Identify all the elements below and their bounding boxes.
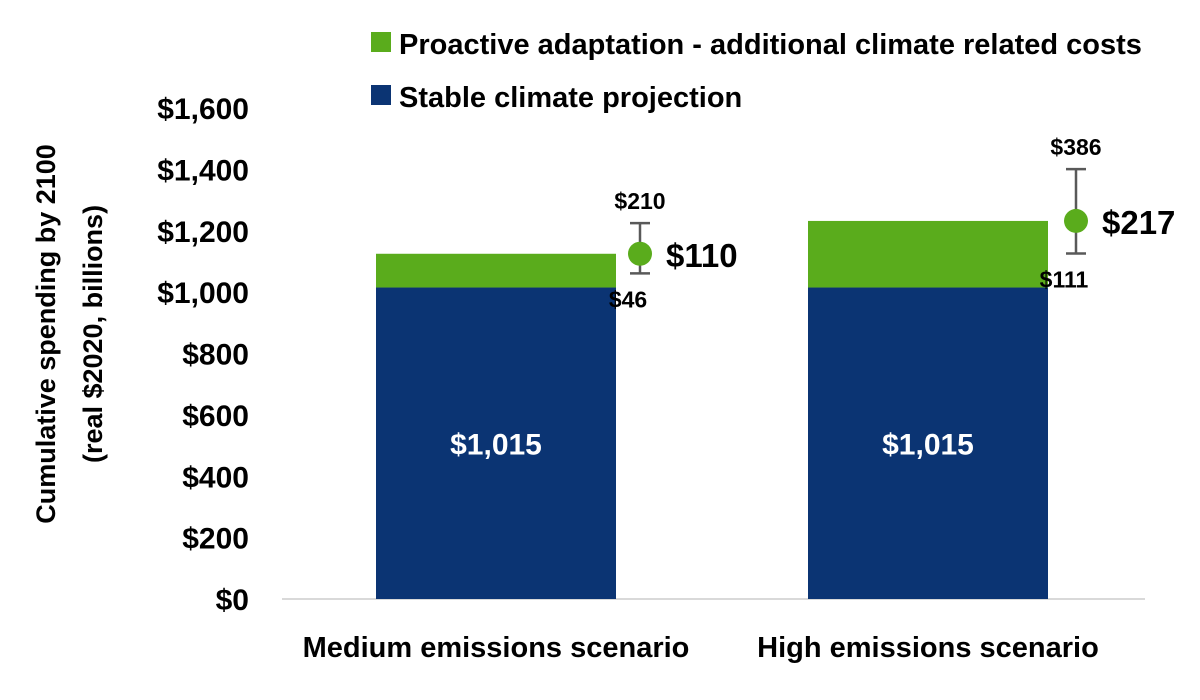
low-estimate-label: $46 bbox=[609, 286, 647, 312]
y-tick-label: $1,200 bbox=[157, 216, 249, 249]
legend-label-stable-climate: Stable climate projection bbox=[399, 82, 742, 114]
y-tick-label: $1,600 bbox=[157, 93, 249, 126]
central-estimate-marker bbox=[628, 241, 652, 266]
y-tick-label: $600 bbox=[182, 400, 249, 433]
low-estimate-label: $111 bbox=[1040, 266, 1089, 292]
legend-label-proactive-adaptation: Proactive adaptation - additional climat… bbox=[399, 29, 1142, 61]
legend-swatch-stable-climate bbox=[371, 85, 391, 105]
y-tick-label: $1,400 bbox=[157, 154, 249, 187]
high-estimate-label: $386 bbox=[1050, 134, 1101, 160]
legend-swatch-proactive-adaptation bbox=[371, 32, 391, 52]
y-tick-label: $200 bbox=[182, 523, 249, 556]
y-tick-label: $400 bbox=[182, 461, 249, 494]
central-estimate-label: $217 bbox=[1102, 204, 1175, 241]
high-estimate-label: $210 bbox=[614, 188, 665, 214]
x-category-label: High emissions scenario bbox=[757, 632, 1099, 664]
bar-value-label: $1,015 bbox=[882, 428, 974, 461]
bar-proactive-adaptation bbox=[376, 253, 616, 288]
bar-proactive-adaptation bbox=[808, 220, 1048, 288]
bar-stable-climate bbox=[808, 287, 1048, 599]
bar-stable-climate bbox=[376, 287, 616, 599]
y-tick-label: $1,000 bbox=[157, 277, 249, 310]
y-axis-label: Cumulative spending by 2100 bbox=[31, 144, 61, 524]
x-category-label: Medium emissions scenario bbox=[303, 632, 690, 664]
bar-value-label: $1,015 bbox=[450, 428, 542, 461]
central-estimate-marker bbox=[1064, 208, 1088, 233]
y-tick-label: $0 bbox=[216, 584, 249, 617]
central-estimate-label: $110 bbox=[666, 237, 738, 274]
y-tick-label: $800 bbox=[182, 339, 249, 372]
y-axis-label-units: (real $2020, billions) bbox=[78, 205, 108, 463]
